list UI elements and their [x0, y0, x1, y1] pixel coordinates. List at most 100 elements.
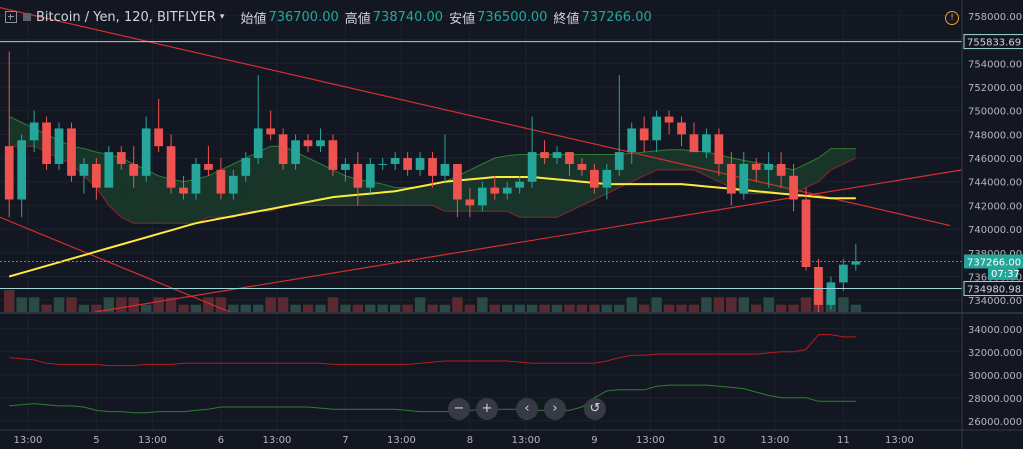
cloud-segment — [494, 155, 508, 212]
volume-bar — [365, 304, 376, 312]
zoom-out-button[interactable]: − — [448, 398, 470, 420]
candle-body — [652, 116, 661, 141]
candle-body — [428, 158, 437, 176]
volume-bar — [41, 304, 52, 312]
volume-bar — [240, 304, 252, 312]
zoom-in-button[interactable]: + — [476, 398, 498, 420]
time-axis-label: 13:00 — [511, 435, 540, 446]
candle-body — [129, 163, 139, 176]
open-value: 736700.00 — [268, 9, 339, 25]
candle-body — [602, 169, 612, 188]
time-axis-label: 7 — [342, 435, 348, 446]
price-axis-label: 752000.00 — [968, 83, 1022, 94]
volume-bar — [427, 304, 438, 312]
collapse-toggle-icon[interactable] — [5, 11, 17, 23]
volume-bar — [327, 297, 339, 312]
volume-bar — [140, 304, 152, 312]
open-label: 始値 — [240, 11, 267, 27]
volume-bar — [464, 304, 476, 312]
price-tag-box — [988, 265, 1018, 280]
candle-body — [702, 134, 711, 153]
candle-body — [204, 163, 213, 170]
volume-bar — [190, 304, 202, 312]
price-tag-label: 737266.00 — [967, 257, 1021, 268]
chevron-down-icon[interactable]: ▾ — [219, 12, 225, 22]
candle-body — [664, 116, 674, 123]
price-axis-label: 734000.00 — [968, 296, 1022, 307]
price-axis-label: 738000.00 — [968, 249, 1022, 260]
indicator-axis-label: 30000.000 — [968, 371, 1022, 382]
volume-bar — [526, 304, 538, 312]
volume-bar — [501, 304, 513, 312]
candle-body — [403, 158, 412, 170]
volume-bar — [551, 304, 563, 312]
time-axis-label: 13:00 — [760, 435, 789, 446]
volume-bar — [215, 297, 227, 312]
volume-bar — [663, 304, 675, 312]
scroll-back-button[interactable]: ‹ — [516, 398, 538, 420]
candle-body — [166, 146, 176, 188]
candle-body — [341, 163, 350, 170]
low-label: 安値 — [449, 11, 476, 27]
symbol-title[interactable]: Bitcoin / Yen, 120, BITFLYER — [36, 9, 216, 25]
volume-bar — [676, 304, 687, 312]
volume-bar — [576, 304, 588, 312]
candle-body — [116, 152, 126, 164]
volume-bar — [688, 304, 700, 312]
cloud-segment — [818, 148, 831, 182]
reset-chart-button[interactable]: ↺ — [584, 398, 606, 420]
volume-bar — [389, 304, 401, 312]
price-axis-label: 742000.00 — [968, 201, 1022, 212]
volume-bar — [452, 297, 463, 312]
candle-body — [92, 163, 101, 188]
candle-body — [291, 140, 300, 164]
cloud-segment — [594, 154, 607, 200]
cloud-segment — [133, 163, 147, 224]
time-axis-label: 6 — [218, 435, 224, 446]
volume-bar — [750, 304, 762, 312]
candle-body — [764, 163, 774, 170]
volume-bar — [589, 304, 600, 312]
cloud-segment — [308, 158, 321, 206]
price-tag-box — [964, 254, 1023, 269]
candle-body — [726, 163, 736, 194]
time-axis-label: 13:00 — [885, 435, 914, 446]
volume-bar — [66, 297, 77, 312]
volume-bar — [178, 304, 189, 312]
warning-icon[interactable]: ! — [945, 11, 959, 25]
cloud-segment — [407, 186, 421, 206]
time-axis-label: 9 — [591, 435, 597, 446]
candle-body — [278, 134, 288, 164]
volume-bar — [277, 297, 289, 312]
volume-bar — [91, 304, 102, 312]
volume-bar — [838, 297, 849, 312]
candle-body — [789, 175, 798, 200]
price-tag-label: 07:37 — [991, 269, 1020, 280]
candle-body — [776, 163, 786, 176]
close-label: 終値 — [553, 11, 580, 27]
candle-body — [540, 152, 549, 159]
cloud-segment — [320, 163, 333, 206]
cloud-segment — [557, 154, 570, 218]
candle-body — [577, 163, 587, 170]
cloud-segment — [382, 184, 396, 206]
price-axis-label: 744000.00 — [968, 178, 1022, 189]
scroll-forward-button[interactable]: › — [544, 398, 566, 420]
indicator-axis-label: 34000.000 — [968, 325, 1022, 336]
volume-bar — [726, 297, 737, 312]
candle-body — [502, 187, 512, 194]
high-label: 高値 — [344, 11, 371, 27]
candle-body — [839, 264, 848, 283]
volume-bar — [340, 304, 351, 312]
candle-body — [42, 122, 51, 164]
time-axis-label: 13:00 — [636, 435, 665, 446]
candle-body — [453, 163, 462, 200]
candle-body — [826, 282, 836, 305]
candle-body — [104, 152, 114, 188]
candle-body — [266, 128, 276, 135]
candle-body — [228, 175, 238, 194]
candle-body — [29, 122, 39, 141]
cloud-segment — [631, 152, 645, 182]
cloud-segment — [420, 184, 433, 206]
